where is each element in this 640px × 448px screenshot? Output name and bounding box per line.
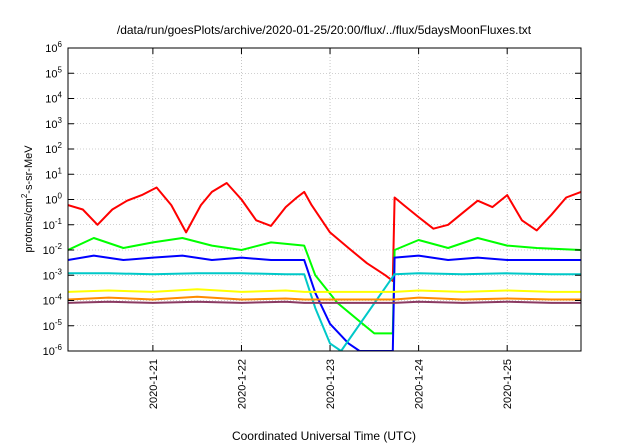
series-line-6 [68,295,581,301]
y-tick-label: 10-6 [43,343,63,358]
series-group [68,182,581,351]
series-line-7 [68,300,581,304]
y-tick-label: 10-4 [43,293,63,308]
y-tick-label: 10-5 [43,318,63,333]
axes: 106 105 104 103 102 101 100 10-1 10-2 10-3 10-4 10-… [43,40,581,409]
x-tick-label: 2020-1-24 [414,359,426,409]
x-tick-label: 2020-1-25 [502,359,514,409]
y-axis-label-sup: 2 [20,193,29,198]
series-line-3 [68,254,581,351]
y-tick-label: 101 [45,166,62,181]
y-axis-label-main: protons/cm [23,198,35,252]
x-tick-label: 2020-1-22 [236,359,248,409]
x-tick-label: 2020-1-21 [148,359,160,409]
y-tick-label: 105 [45,65,62,80]
y-tick-label: 106 [45,40,62,55]
plot-frame [67,47,582,352]
y-axis-label-rest: -s-sr-MeV [23,145,35,194]
y-tick-label: 100 [45,192,62,207]
x-axis-label: Coordinated Universal Time (UTC) [232,429,416,443]
y-tick-label: 103 [45,116,62,131]
y-axis-label: protons/cm2-s-sr-MeV [20,145,35,253]
y-tick-label: 102 [45,141,62,156]
chart-title: /data/run/goesPlots/archive/2020-01-25/2… [117,23,532,37]
y-tick-label: 10-2 [43,242,63,257]
y-tick-label: 10-1 [43,217,63,232]
series-line-5 [68,288,581,293]
x-tick-label: 2020-1-23 [325,359,337,409]
series-line-4 [68,272,581,351]
y-tick-label: 10-3 [43,267,63,282]
y-tick-label: 104 [45,91,62,106]
series-line-1 [68,182,581,282]
